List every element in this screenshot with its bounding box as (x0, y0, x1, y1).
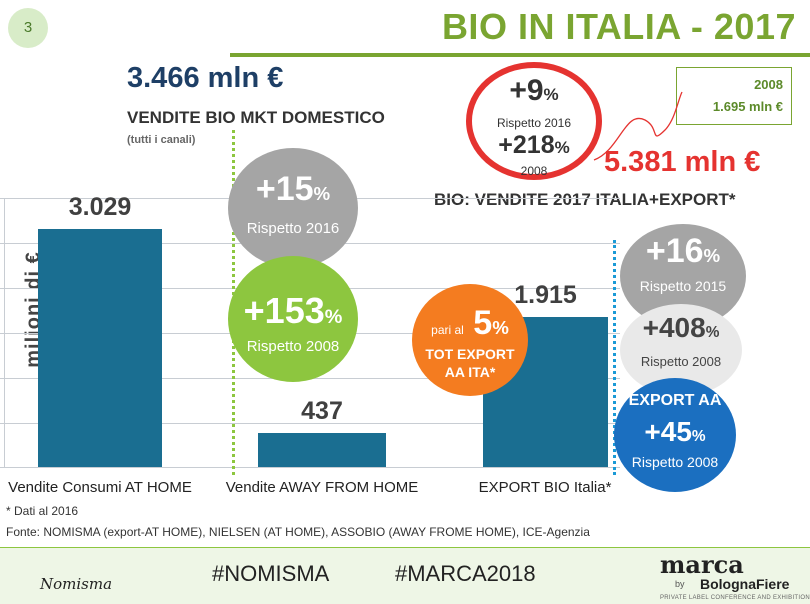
connector-line (593, 91, 683, 161)
circle-export-aa: EXPORT AA +45% Rispetto 2008 (614, 378, 736, 492)
ring-pct2: +218% (498, 131, 570, 159)
x-tick-label: EXPORT BIO Italia* (478, 479, 612, 496)
bolognafiere-tagline: PRIVATE LABEL CONFERENCE AND EXHIBITION (660, 595, 810, 601)
page-title: BIO IN ITALIA - 2017 (441, 6, 796, 47)
bar-2 (258, 433, 386, 467)
bolognafiere-logo: BolognaFiere (700, 576, 790, 592)
x-tick-label: Vendite Consumi AT HOME (8, 479, 192, 496)
gridline (0, 423, 620, 424)
ring-pct1: +9% (509, 74, 559, 107)
source-line: Fonte: NOMISMA (export-AT HOME), NIELSEN… (6, 525, 590, 539)
chart-heading: BIO: VENDITE 2017 ITALIA+EXPORT* (434, 190, 736, 209)
page-number: 3 (8, 8, 48, 48)
box-2008: 2008 1.695 mln € (676, 67, 792, 125)
dotted-connector-blue (613, 240, 616, 475)
box-2008-year: 2008 (754, 77, 783, 92)
ring-label1: Rispetto 2016 (496, 116, 572, 130)
hashtag-marca[interactable]: #MARCA2018 (395, 561, 536, 586)
x-tick-label: Vendite AWAY FROM HOME (225, 479, 419, 496)
circle-home-vs-2008: +153% Rispetto 2008 (228, 256, 358, 382)
bar-value-label: 1.915 (514, 281, 577, 309)
marca-logo: marca (660, 550, 744, 579)
footer-band (0, 548, 810, 604)
domestic-heading: VENDITE BIO MKT DOMESTICO (127, 108, 385, 127)
nomisma-logo: Nomisma (40, 575, 113, 593)
domestic-note: (tutti i canali) (127, 134, 196, 146)
circle-home-vs-2016: +15% Rispetto 2016 (228, 148, 358, 268)
bar-value-label: 437 (301, 397, 343, 425)
domestic-total: 3.466 mln € (127, 62, 284, 94)
footnote: * Dati al 2016 (6, 504, 79, 518)
title-divider (230, 53, 810, 57)
circle-export-share: pari al 5% TOT EXPORT AA ITA* (412, 284, 528, 396)
growth-ring: +9% Rispetto 2016 +218% 2008 (466, 62, 602, 180)
bar-value-label: 3.029 (68, 193, 132, 221)
x-axis-line (0, 467, 620, 468)
box-2008-value: 1.695 mln € (712, 99, 783, 114)
grand-total: 5.381 mln € (604, 146, 761, 178)
ring-label2: 2008 (520, 164, 548, 178)
hashtag-nomisma[interactable]: #NOMISMA (212, 561, 330, 586)
marca-logo-by: by (675, 579, 685, 589)
circle-export-vs-2008: +408% Rispetto 2008 (620, 304, 742, 396)
bar-1 (38, 229, 162, 467)
